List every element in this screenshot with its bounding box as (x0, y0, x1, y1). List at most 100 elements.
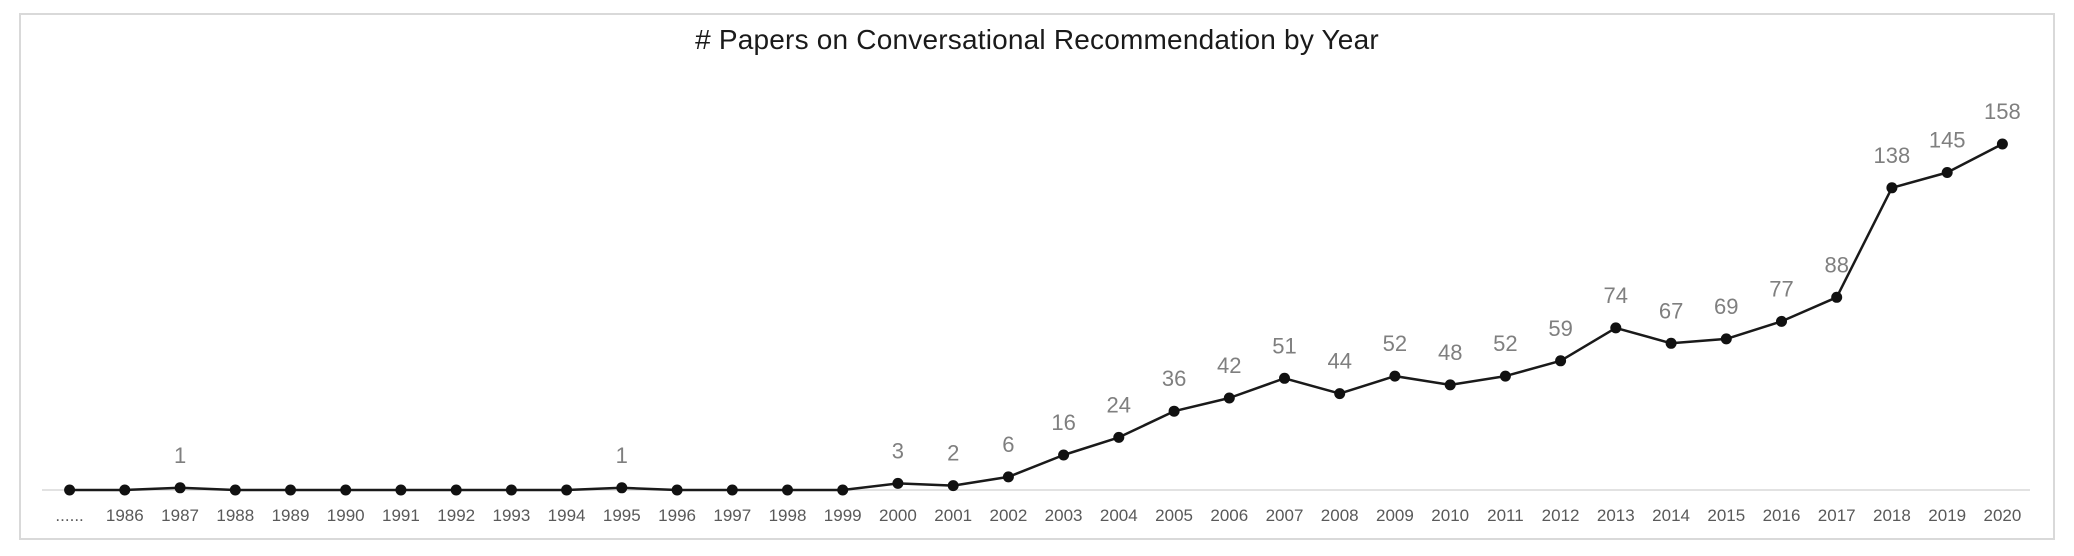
x-tick-label: 2009 (1376, 506, 1414, 525)
data-label: 3 (892, 438, 904, 463)
x-tick-label: 2002 (989, 506, 1027, 525)
data-point (1610, 322, 1622, 334)
x-tick-label: 2006 (1210, 506, 1248, 525)
data-point (782, 484, 793, 496)
x-tick-label: 2001 (934, 506, 972, 525)
x-tick-label: 1994 (548, 506, 586, 525)
data-point (64, 484, 76, 496)
x-tick-label: 2015 (1707, 506, 1745, 525)
data-point (1831, 291, 1843, 303)
x-tick-label: 2007 (1266, 506, 1304, 525)
data-label: 145 (1929, 128, 1966, 153)
x-tick-label: 2008 (1321, 506, 1359, 525)
data-point (229, 484, 241, 496)
data-label: 36 (1162, 366, 1186, 391)
data-point (1720, 333, 1732, 345)
data-point (561, 484, 573, 496)
data-label: 88 (1824, 252, 1848, 277)
data-point (671, 484, 683, 496)
x-tick-label: 1986 (106, 506, 144, 525)
data-point (1389, 370, 1401, 382)
data-label: 77 (1769, 276, 1793, 301)
data-point (285, 484, 296, 496)
data-point (395, 484, 407, 496)
data-point (1555, 355, 1567, 367)
data-label: 6 (1002, 432, 1014, 457)
x-tick-label: 1996 (658, 506, 696, 525)
data-label: 138 (1874, 143, 1911, 168)
x-tick-label: 2012 (1542, 506, 1580, 525)
x-tick-label: 2010 (1431, 506, 1469, 525)
data-point (340, 484, 352, 496)
data-point (505, 484, 517, 496)
data-label: 52 (1383, 331, 1407, 356)
x-tick-label: 1997 (713, 506, 751, 525)
x-tick-label: 2003 (1045, 506, 1083, 525)
data-point (1996, 138, 2008, 150)
data-label: 1 (616, 443, 628, 468)
data-label: 42 (1217, 353, 1241, 378)
chart-title: # Papers on Conversational Recommendatio… (695, 24, 1379, 55)
x-tick-label: 2020 (1983, 506, 2021, 525)
x-tick-label: 2011 (1487, 506, 1524, 525)
x-tick-label: 2013 (1597, 506, 1635, 525)
data-point (450, 484, 462, 496)
chart-frame (19, 13, 2055, 540)
data-point (947, 480, 959, 492)
data-label: 69 (1714, 294, 1738, 319)
data-point (1279, 372, 1290, 384)
data-point (892, 477, 904, 489)
data-label: 48 (1438, 340, 1462, 365)
data-point (1334, 388, 1346, 400)
data-point (1113, 431, 1125, 443)
data-label: 52 (1493, 331, 1517, 356)
data-point (119, 484, 131, 496)
x-tick-label: 1988 (216, 506, 254, 525)
x-tick-label: 2018 (1873, 506, 1911, 525)
series-line (68, 142, 2004, 492)
x-tick-label: 2005 (1155, 506, 1193, 525)
x-tick-label: 1995 (603, 506, 641, 525)
x-tick-label: 2016 (1763, 506, 1801, 525)
data-label: 74 (1604, 283, 1628, 308)
data-point (1058, 449, 1070, 461)
x-tick-label: 1992 (437, 506, 475, 525)
data-point (726, 484, 738, 496)
data-label: 51 (1272, 333, 1296, 358)
data-point (1941, 167, 1953, 178)
data-point (1168, 405, 1180, 417)
x-tick-label: 2014 (1652, 506, 1690, 525)
data-label: 158 (1984, 99, 2021, 124)
data-label: 1 (174, 443, 186, 468)
x-tick-label: 1991 (382, 506, 420, 525)
data-point (1444, 379, 1456, 391)
data-label: 67 (1659, 298, 1683, 323)
x-tick-label: ...... (55, 506, 83, 525)
data-point (174, 482, 186, 494)
data-point (1499, 370, 1511, 382)
x-tick-label: 1987 (161, 506, 199, 525)
x-tick-label: 1999 (824, 506, 862, 525)
data-label: 2 (947, 441, 959, 466)
data-point (1002, 471, 1014, 483)
data-point (1886, 182, 1898, 194)
x-tick-label: 2000 (879, 506, 917, 525)
x-tick-label: 2004 (1100, 506, 1138, 525)
data-point (1776, 315, 1787, 327)
x-tick-label: 1993 (492, 506, 530, 525)
x-tick-label: 2019 (1928, 506, 1966, 525)
data-label: 24 (1107, 392, 1131, 417)
data-label: 16 (1051, 410, 1075, 435)
data-point (616, 482, 628, 494)
x-tick-label: 2017 (1818, 506, 1856, 525)
x-tick-label: 1989 (272, 506, 310, 525)
data-point (1665, 337, 1677, 349)
data-label: 44 (1327, 349, 1351, 374)
x-tick-label: 1990 (327, 506, 365, 525)
x-tick-label: 1998 (769, 506, 807, 525)
data-label: 59 (1548, 316, 1572, 341)
data-point (837, 484, 849, 496)
data-point (1223, 392, 1235, 404)
